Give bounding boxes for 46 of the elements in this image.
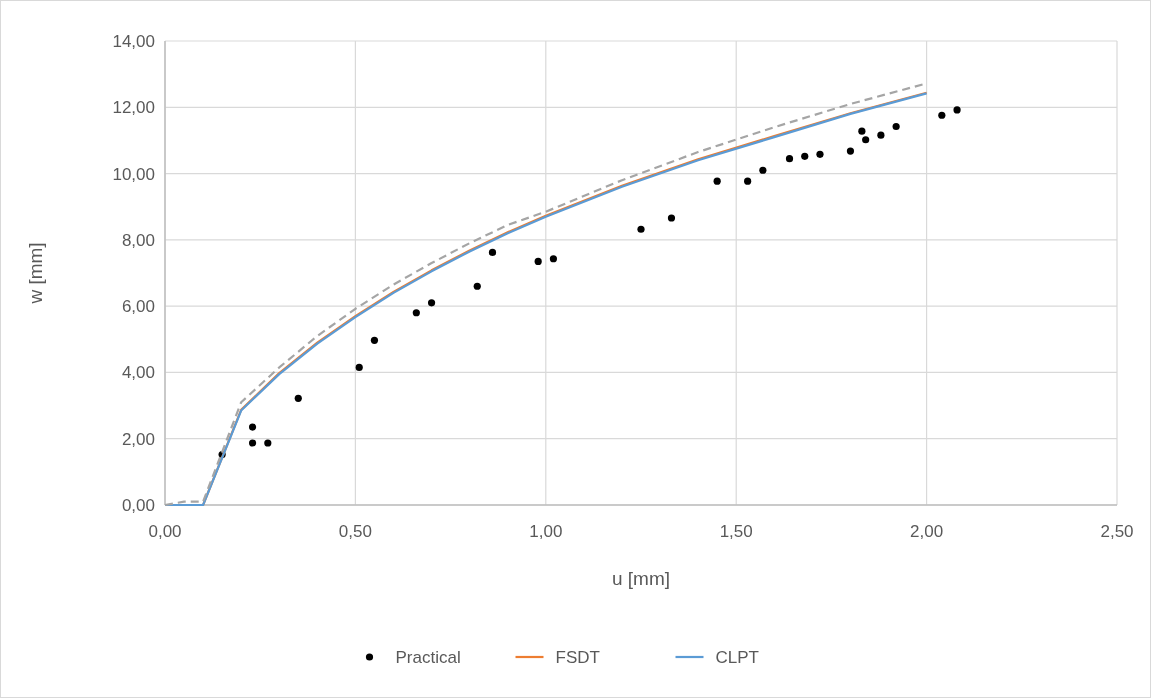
point: [473, 282, 481, 290]
legend-label: CLPT: [715, 647, 759, 667]
point: [412, 309, 420, 317]
x-axis-title: u [mm]: [611, 568, 671, 589]
point: [549, 255, 558, 263]
point: [785, 155, 794, 163]
point: [862, 136, 870, 144]
point: [637, 225, 645, 233]
point: [858, 127, 866, 135]
y-tick-label: 2,00: [121, 429, 155, 449]
point: [846, 147, 855, 155]
point: [953, 106, 961, 114]
x-tick-label: 1,50: [719, 522, 753, 541]
x-tick-label: 2,50: [1100, 522, 1134, 541]
point: [816, 150, 824, 158]
point: [488, 248, 497, 257]
point: [892, 122, 900, 131]
y-tick-label: 6,00: [121, 297, 155, 317]
y-tick-label: 12,00: [112, 98, 155, 118]
legend-label: Practical: [395, 647, 461, 667]
point: [264, 439, 272, 447]
point: [713, 177, 721, 185]
point: [667, 214, 676, 222]
y-tick-label: 14,00: [112, 31, 155, 51]
point: [938, 111, 946, 119]
point: [427, 299, 436, 307]
point: [355, 363, 363, 372]
y-tick-label: 0,00: [121, 495, 155, 515]
y-tick-label: 10,00: [112, 164, 155, 184]
point: [248, 423, 257, 431]
point: [744, 177, 752, 185]
legend-label: FSDT: [555, 647, 600, 667]
point: [801, 152, 809, 160]
point: [534, 257, 542, 265]
point: [294, 394, 302, 402]
point: [370, 336, 379, 344]
y-tick-label: 8,00: [121, 230, 155, 250]
x-tick-label: 2,00: [910, 522, 944, 541]
x-tick-label: 1,00: [529, 522, 563, 541]
point: [759, 166, 767, 174]
point: [248, 439, 257, 447]
y-axis-title: w [mm]: [25, 242, 46, 305]
x-tick-label: 0,00: [148, 522, 182, 541]
point: [877, 131, 885, 139]
x-tick-label: 0,50: [338, 522, 372, 541]
y-tick-label: 4,00: [121, 363, 155, 383]
